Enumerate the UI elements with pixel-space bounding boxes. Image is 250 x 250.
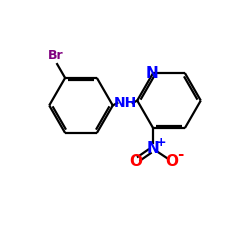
Text: N: N [147,141,160,156]
Text: +: + [156,136,166,148]
Text: O: O [129,154,142,168]
Text: O: O [165,154,178,168]
Text: N: N [146,66,158,80]
Text: NH: NH [114,96,136,110]
Text: Br: Br [48,49,63,62]
Text: -: - [177,147,183,162]
